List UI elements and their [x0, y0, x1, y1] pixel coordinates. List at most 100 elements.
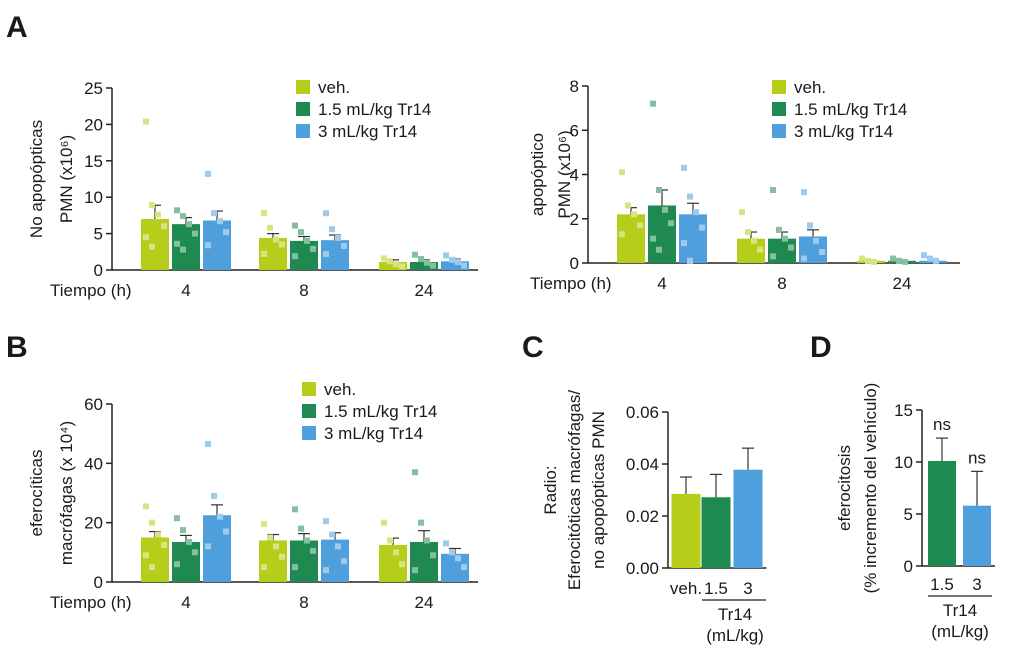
bar-1.5 mL/kg Tr14-4 — [648, 205, 676, 263]
data-point — [813, 237, 819, 244]
data-point — [801, 189, 807, 196]
data-point — [180, 213, 186, 220]
data-point — [273, 543, 279, 550]
y-axis-title-line: No apopópticas — [27, 120, 46, 238]
data-point — [387, 258, 393, 265]
x-tick-label: 1.5 — [930, 575, 954, 594]
group-label-line: (mL/kg) — [706, 626, 764, 645]
data-point — [341, 558, 347, 565]
x-tick-label: 24 — [415, 281, 434, 300]
data-point — [149, 202, 155, 209]
data-point — [217, 218, 223, 225]
data-point — [186, 221, 192, 228]
data-point — [211, 492, 217, 499]
data-point — [412, 251, 418, 258]
y-axis-title-line: macrófagas (x 10⁴) — [57, 421, 76, 565]
data-point — [393, 261, 399, 268]
y-tick-label: 10 — [84, 188, 103, 207]
data-point — [424, 259, 430, 266]
y-tick-label: 0.06 — [626, 403, 659, 422]
y-tick-label: 60 — [84, 395, 103, 414]
y-axis-title-line: PMN (x10⁶) — [57, 135, 76, 223]
data-point — [430, 552, 436, 559]
data-point — [304, 237, 310, 244]
data-point — [399, 263, 405, 270]
x-tick-label: 3 — [972, 575, 981, 594]
data-point — [443, 252, 449, 259]
y-tick-label: 2 — [570, 210, 579, 229]
bar-3 — [963, 505, 991, 566]
y-tick-label: 15 — [84, 152, 103, 171]
data-point — [192, 230, 198, 237]
y-axis-title-line: eferocíticas — [27, 450, 46, 537]
y-tick-label: 20 — [84, 115, 103, 134]
bar-1.5 — [928, 460, 956, 566]
data-point — [631, 211, 637, 218]
data-point — [902, 258, 908, 265]
panel-letter-d: D — [810, 331, 832, 364]
data-point — [279, 553, 285, 560]
y-tick-label: 10 — [894, 453, 913, 472]
y-tick-label: 15 — [894, 401, 913, 420]
data-point — [174, 561, 180, 568]
legend-label: veh. — [794, 78, 826, 97]
data-point — [205, 242, 211, 249]
data-point — [668, 220, 674, 227]
y-tick-label: 0 — [570, 254, 579, 273]
bar-chart-3: 0.00 0.02 0.04 0.06 Radio: Eferocitóticas mac… — [541, 390, 767, 645]
grouped-bar-chart-2: 0 20 40 60 eferocíticas macrófagas (x 10⁴) 4 8 2… — [27, 380, 478, 612]
data-point — [310, 547, 316, 554]
data-point — [174, 207, 180, 214]
legend-swatch — [302, 426, 316, 440]
data-point — [180, 527, 186, 534]
x-tick-label: veh. — [670, 579, 702, 598]
legend-label: 3 mL/kg Tr14 — [324, 424, 423, 443]
y-tick-label: 5 — [904, 505, 913, 524]
bar-1.5 mL/kg Tr14-24 — [410, 261, 438, 270]
data-point — [637, 222, 643, 229]
data-point — [192, 549, 198, 556]
legend-swatch — [296, 102, 310, 116]
data-point — [807, 222, 813, 229]
bar-chart-4: 0 5 10 15 eferocitosis (% incremento del vehí… — [835, 383, 995, 641]
legend-label: 1.5 mL/kg Tr14 — [324, 402, 437, 421]
data-point — [323, 567, 329, 574]
data-point — [412, 567, 418, 574]
data-point — [418, 519, 424, 526]
data-point — [261, 521, 267, 528]
y-tick-label: 0 — [94, 573, 103, 592]
y-axis-title-line: no apopópticas PMN — [589, 411, 608, 569]
y-tick-label: 0.04 — [626, 455, 659, 474]
y-tick-label: 5 — [94, 225, 103, 244]
significance-label: ns — [968, 448, 986, 467]
data-point — [155, 531, 161, 538]
data-point — [143, 118, 149, 125]
data-point — [298, 525, 304, 532]
data-point — [757, 246, 763, 253]
data-point — [412, 469, 418, 476]
data-point — [681, 164, 687, 171]
legend-swatch — [772, 80, 786, 94]
bar-veh. — [671, 493, 701, 568]
x-axis-title: Tiempo (h) — [530, 274, 612, 293]
data-point — [399, 561, 405, 568]
data-point — [261, 210, 267, 217]
x-tick-label: 8 — [299, 593, 308, 612]
legend-label: veh. — [324, 380, 356, 399]
data-point — [739, 209, 745, 216]
data-point — [461, 564, 467, 571]
bar-3 mL/kg Tr14-24 — [441, 261, 469, 270]
data-point — [687, 257, 693, 264]
data-point — [625, 202, 631, 209]
legend-swatch — [296, 124, 310, 138]
data-point — [298, 229, 304, 236]
panel-letter-a: A — [6, 11, 28, 44]
data-point — [449, 256, 455, 263]
legend-swatch — [302, 404, 316, 418]
y-tick-label: 6 — [570, 121, 579, 140]
data-point — [329, 226, 335, 233]
data-point — [751, 237, 757, 244]
legend-label: 1.5 mL/kg Tr14 — [318, 100, 431, 119]
data-point — [143, 552, 149, 559]
